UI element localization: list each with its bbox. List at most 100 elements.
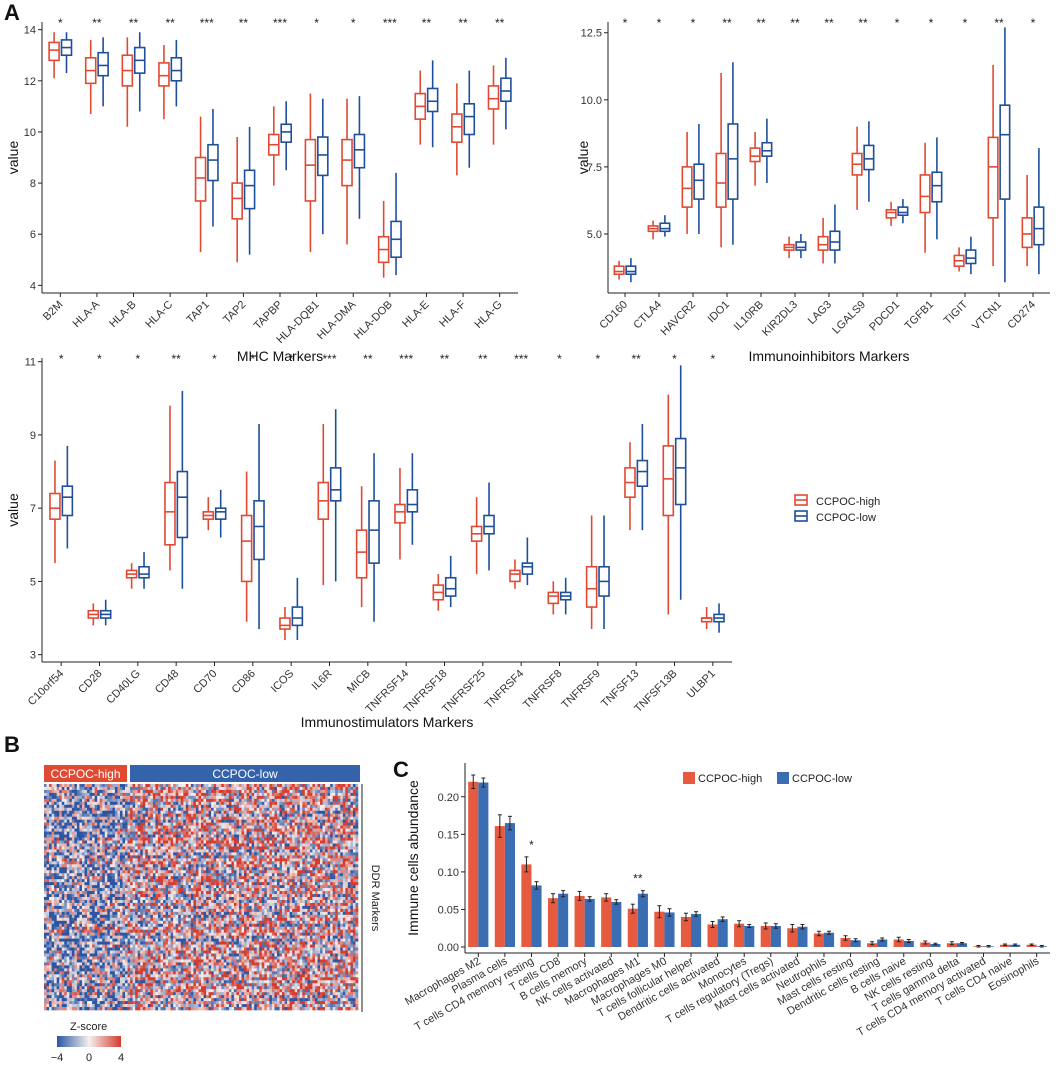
heatmap-cell	[147, 882, 151, 886]
heatmap-cell	[223, 864, 227, 868]
heatmap-cell	[150, 804, 154, 809]
heatmap-cell	[304, 867, 308, 871]
heatmap-cell	[256, 784, 260, 788]
heatmap-cell	[89, 888, 93, 892]
heatmap-cell	[107, 801, 111, 806]
heatmap-cell	[282, 873, 285, 877]
heatmap-cell	[132, 807, 136, 812]
heatmap-cell	[193, 849, 197, 853]
heatmap-cell	[59, 804, 63, 809]
heatmap-cell	[89, 795, 93, 800]
heatmap-cell	[254, 834, 258, 838]
heatmap-cell	[304, 807, 308, 812]
heatmap-cell	[208, 840, 212, 844]
heatmap-cell	[56, 849, 60, 853]
heatmap-cell	[114, 861, 118, 865]
heatmap-cell	[216, 840, 220, 844]
heatmap-cell	[92, 801, 95, 806]
heatmap-cell	[104, 849, 108, 853]
heatmap-cell	[89, 858, 93, 862]
heatmap-cell	[193, 804, 197, 809]
heatmap-cell	[297, 840, 301, 844]
heatmap-cell	[46, 789, 50, 794]
heatmap-cell	[137, 843, 141, 847]
heatmap-cell	[223, 846, 227, 850]
heatmap-cell	[218, 795, 222, 800]
heatmap-cell	[236, 879, 240, 883]
heatmap-cell	[254, 801, 258, 806]
heatmap-cell	[203, 822, 207, 826]
heatmap-cell	[130, 795, 133, 800]
heatmap-cell	[327, 813, 331, 818]
heatmap-cell	[203, 804, 207, 809]
heatmap-cell	[74, 870, 78, 874]
heatmap-cell	[157, 801, 161, 806]
heatmap-cell	[127, 813, 131, 818]
heatmap-cell	[44, 798, 47, 803]
heatmap-cell	[99, 855, 103, 859]
mhc-xtick-TAPBP: TAPBP	[252, 299, 285, 332]
heatmap-cell	[160, 801, 164, 806]
heatmap-cell	[132, 804, 136, 809]
heatmap-cell	[188, 879, 192, 883]
heatmap-cell	[271, 789, 275, 794]
heatmap-cell	[238, 822, 242, 826]
heatmap-cell	[114, 825, 118, 829]
heatmap-cell	[142, 831, 146, 835]
heatmap-cell	[112, 786, 116, 791]
box-iqr	[521, 562, 534, 575]
heatmap-cell	[163, 813, 166, 818]
heatmap-cell	[233, 792, 237, 797]
box-iqr	[61, 485, 74, 517]
heatmap-cell	[317, 810, 321, 815]
heatmap-cell	[304, 822, 308, 826]
heatmap-cell	[254, 864, 258, 868]
heatmap-cell	[322, 858, 326, 862]
heatmap-cell	[320, 843, 323, 847]
heatmap-cell	[287, 819, 290, 823]
heatmap-cell	[89, 870, 93, 874]
heatmap-cell	[352, 885, 356, 889]
heatmap-cell	[276, 810, 280, 815]
heatmap-cell	[180, 840, 184, 844]
heatmap-cell	[145, 876, 149, 880]
heatmap-cell	[104, 885, 108, 889]
heatmap-cell	[107, 784, 111, 788]
heatmap-cell	[347, 882, 351, 886]
heatmap-cell	[112, 810, 116, 815]
heatmap-cell	[266, 870, 270, 874]
heatmap-cell	[208, 828, 212, 832]
heatmap-cell	[114, 846, 118, 850]
heatmap-cell	[269, 867, 273, 871]
heatmap-cell	[294, 795, 298, 800]
heatmap-cell	[125, 846, 128, 850]
heatmap-cell	[309, 840, 313, 844]
heatmap-cell	[84, 792, 88, 797]
heatmap-cell	[104, 843, 108, 847]
heatmap-cell	[150, 784, 154, 788]
heatmap-cell	[137, 864, 141, 868]
heatmap-cell	[246, 879, 250, 883]
heatmap-cell	[140, 816, 144, 820]
heatmap-cell	[102, 873, 106, 877]
mhc-ytick-label: 6	[30, 229, 36, 241]
heatmap-cell	[251, 816, 255, 820]
heatmap-cell	[170, 867, 174, 871]
heatmap-cell	[87, 870, 90, 874]
heatmap-cell	[332, 816, 336, 820]
heatmap-cell	[211, 810, 214, 815]
heatmap-cell	[241, 852, 245, 856]
heatmap-cell	[241, 855, 245, 859]
heatmap-cell	[345, 792, 349, 797]
heatmap-cell	[94, 798, 98, 803]
heatmap-cell	[307, 876, 311, 880]
heatmap-cell	[99, 864, 103, 868]
heatmap-cell	[211, 873, 214, 877]
heatmap-cell	[320, 876, 323, 880]
heatmap-cell	[71, 867, 75, 871]
heatmap-cell	[140, 798, 144, 803]
heatmap-cell	[309, 879, 313, 883]
heatmap-cell	[213, 885, 217, 889]
heatmap-cell	[208, 792, 212, 797]
mhc-significance-HLA-DQB1: *	[314, 16, 319, 30]
